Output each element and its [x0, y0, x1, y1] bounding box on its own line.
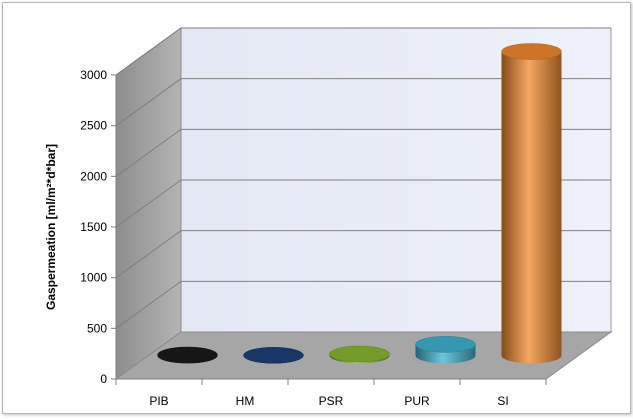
bar-top-pur — [415, 336, 476, 353]
y-axis-label: Gaspermeation [ml/m²*d*bar] — [44, 144, 58, 310]
gridline — [115, 230, 611, 279]
y-tick-label: 500 — [87, 321, 107, 335]
y-tick-label: 3000 — [80, 68, 107, 82]
gridline — [115, 78, 611, 127]
gridline — [115, 128, 611, 177]
gridline — [115, 280, 611, 329]
y-tick-label: 1000 — [80, 271, 107, 285]
y-tick-label: 2500 — [80, 119, 107, 133]
bar-chart: 0 500 1000 1500 2000 2500 3000 Gaspermeation [m… — [44, 27, 613, 408]
bar-top-si — [501, 43, 562, 60]
x-tick-label: HM — [236, 394, 255, 408]
x-tick-label: PUR — [404, 394, 430, 408]
gridline — [115, 27, 611, 76]
x-tick-label: PIB — [149, 394, 168, 408]
y-tick-label: 1500 — [80, 220, 107, 234]
chart-frame: 0 500 1000 1500 2000 2500 3000 Gaspermeation [m… — [2, 2, 631, 414]
y-tick-label: 0 — [100, 372, 107, 386]
bar-top-psr — [329, 345, 390, 363]
bar-si — [501, 51, 562, 364]
gridline — [115, 179, 611, 228]
bar-top-pib — [157, 346, 218, 364]
x-tick-label: PSR — [319, 394, 344, 408]
y-tick-label: 2000 — [80, 169, 107, 183]
x-tick-label: SI — [497, 394, 508, 408]
bar-top-hm — [243, 347, 304, 364]
